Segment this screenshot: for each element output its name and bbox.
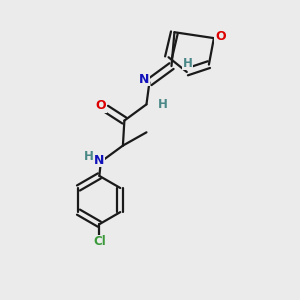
Text: H: H xyxy=(84,150,94,163)
Text: O: O xyxy=(95,99,106,112)
Text: H: H xyxy=(158,98,168,111)
Text: H: H xyxy=(183,57,193,70)
Text: Cl: Cl xyxy=(93,236,106,248)
Text: N: N xyxy=(139,73,149,86)
Text: O: O xyxy=(215,30,226,43)
Text: N: N xyxy=(94,154,104,167)
